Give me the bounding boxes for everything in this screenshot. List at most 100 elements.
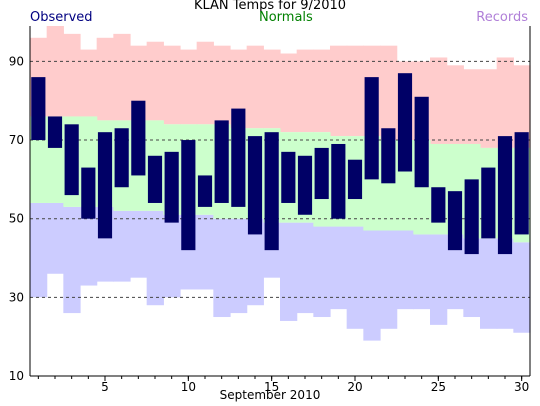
record-low-band <box>30 202 48 298</box>
record-low-band <box>213 218 231 318</box>
record-high-band <box>146 41 164 121</box>
record-high-band <box>480 69 498 148</box>
record-low-band <box>380 230 398 329</box>
observed-bar <box>464 179 479 255</box>
record-high-band <box>46 26 64 117</box>
record-high-band <box>296 49 314 133</box>
record-low-band <box>46 202 64 274</box>
observed-bar <box>131 100 146 176</box>
observed-bar <box>31 77 46 141</box>
y-tick-label: 70 <box>9 133 24 147</box>
record-low-band <box>296 222 314 314</box>
record-low-band <box>130 210 148 278</box>
record-low-band <box>446 234 464 310</box>
legend-records: Records <box>476 10 528 25</box>
observed-bar <box>197 175 213 207</box>
record-low-band <box>346 226 364 329</box>
record-high-band <box>80 49 98 117</box>
record-low-band <box>413 234 431 310</box>
x-axis-label: September 2010 <box>219 388 321 402</box>
record-low-band <box>246 218 264 306</box>
grid-layer <box>30 60 530 298</box>
observed-bar <box>64 124 79 196</box>
y-tick-label: 30 <box>9 290 24 304</box>
observed-bar <box>497 136 513 255</box>
observed-bar <box>181 140 196 251</box>
y-tick-label: 50 <box>9 212 24 226</box>
observed-bar <box>81 167 96 219</box>
observed-layer <box>31 73 529 255</box>
observed-bar <box>164 151 179 223</box>
record-low-band <box>80 206 98 286</box>
record-high-band <box>346 45 364 137</box>
observed-bar <box>414 96 429 188</box>
record-high-band <box>163 45 181 125</box>
record-low-band <box>113 210 131 282</box>
observed-bar <box>214 120 229 203</box>
observed-bar <box>314 147 329 200</box>
record-low-band <box>280 222 298 321</box>
observed-bar <box>97 132 113 239</box>
observed-bar <box>114 128 129 188</box>
record-high-band <box>330 45 348 137</box>
record-low-band <box>430 234 448 325</box>
record-low-band <box>513 242 531 333</box>
observed-bar <box>364 77 379 180</box>
record-low-band <box>363 230 381 341</box>
x-tick-label: 20 <box>347 380 362 394</box>
record-high-band <box>213 45 231 125</box>
x-tick-label: 25 <box>431 380 446 394</box>
legend-observed: Observed <box>30 10 93 25</box>
record-high-band <box>513 65 531 148</box>
y-tick-label: 90 <box>9 54 24 68</box>
record-low-band <box>496 238 514 329</box>
observed-bar <box>47 116 63 148</box>
record-high-band <box>96 37 114 121</box>
record-high-band <box>263 49 281 129</box>
record-high-band <box>246 45 264 129</box>
record-high-band <box>430 57 448 144</box>
observed-bar <box>347 159 363 200</box>
record-low-band <box>480 238 498 329</box>
legend-normals: Normals <box>259 10 313 25</box>
observed-bar <box>247 136 263 235</box>
observed-bar <box>397 73 413 172</box>
record-low-band <box>196 214 214 290</box>
record-high-band <box>496 57 514 148</box>
record-high-band <box>380 45 398 141</box>
record-high-band <box>313 49 331 133</box>
record-low-band <box>230 218 248 314</box>
record-high-band <box>196 41 214 125</box>
axes-layer: 10 30 50 70 90 5 10 15 20 25 30 <box>9 26 531 394</box>
y-tick-label: 10 <box>9 369 24 383</box>
record-high-band <box>446 65 464 144</box>
x-tick-label: 10 <box>181 380 196 394</box>
observed-bar <box>331 143 346 219</box>
observed-bar <box>147 155 163 203</box>
record-low-band <box>396 230 414 310</box>
record-high-band <box>113 33 131 121</box>
observed-bar <box>281 151 296 203</box>
observed-bar <box>231 108 246 207</box>
record-high-band <box>280 53 298 133</box>
observed-bar <box>297 155 313 215</box>
record-low-band <box>146 210 164 306</box>
x-tick-label: 15 <box>264 380 279 394</box>
observed-bar <box>447 191 463 251</box>
observed-bar <box>514 132 529 235</box>
record-low-band <box>163 214 181 298</box>
record-high-band <box>63 33 81 117</box>
record-low-band <box>313 226 331 318</box>
observed-bar <box>481 167 496 239</box>
x-tick-label: 5 <box>101 380 109 394</box>
record-low-band <box>63 206 81 314</box>
observed-bar <box>264 132 279 251</box>
chart-title: KLAN Temps for 9/2010 <box>193 0 347 13</box>
x-tick-label: 30 <box>514 380 529 394</box>
record-high-band <box>463 69 481 144</box>
record-high-band <box>180 49 198 125</box>
observed-bar <box>381 128 396 184</box>
record-low-band <box>330 226 348 310</box>
observed-bar <box>431 187 446 223</box>
